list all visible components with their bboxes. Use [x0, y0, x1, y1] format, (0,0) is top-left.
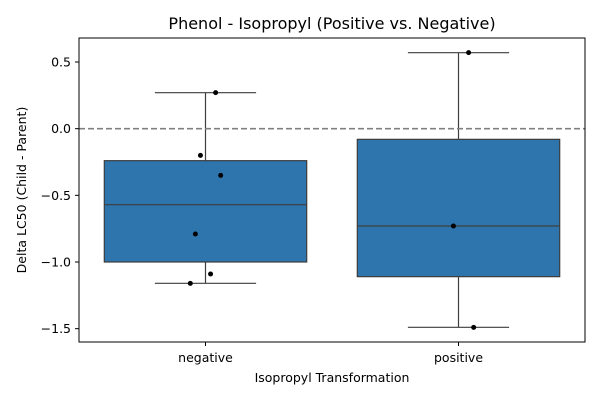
box-positive	[356, 138, 561, 278]
data-point	[213, 90, 219, 96]
y-tick-label: 0.0	[51, 121, 71, 136]
y-tick-label: −1.5	[41, 321, 71, 336]
y-tick-label: 0.5	[51, 55, 71, 70]
data-point	[466, 50, 472, 56]
x-tick-label: positive	[434, 350, 483, 365]
data-point	[218, 172, 224, 178]
plot-area	[79, 50, 585, 330]
y-axis-label: Delta LC50 (Child - Parent)	[14, 107, 29, 274]
x-tick-label: negative	[178, 350, 233, 365]
x-axis: negative positive	[178, 342, 483, 365]
y-axis: 0.5 0.0 −0.5 −1.0 −1.5	[41, 55, 79, 336]
data-point	[197, 152, 203, 158]
box-negative	[103, 160, 308, 263]
x-axis-label: Isopropyl Transformation	[255, 370, 410, 385]
data-point	[208, 271, 214, 277]
chart-title: Phenol - Isopropyl (Positive vs. Negativ…	[168, 14, 495, 33]
plot-frame	[78, 37, 586, 343]
y-tick-label: −1.0	[41, 255, 71, 270]
data-point	[450, 223, 456, 229]
data-point	[187, 280, 193, 286]
y-tick-label: −0.5	[41, 188, 71, 203]
data-point	[192, 231, 198, 237]
data-point	[471, 324, 477, 330]
